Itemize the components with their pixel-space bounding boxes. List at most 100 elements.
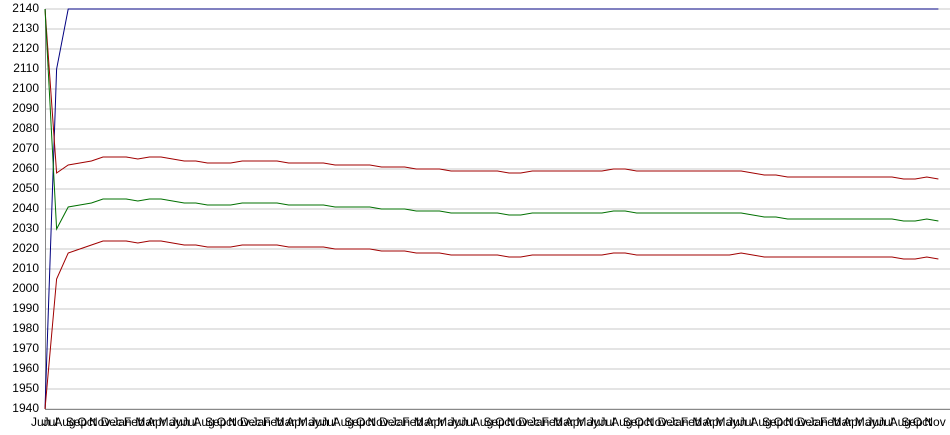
y-tick-label: 2120 <box>12 41 39 55</box>
x-tick-label: Aug <box>333 415 354 429</box>
x-tick-label: Dec <box>379 415 400 429</box>
x-tick-label: Feb <box>681 415 702 429</box>
y-tick-label: 2140 <box>12 1 39 15</box>
x-tick-label: Sep <box>762 415 784 429</box>
x-tick-label: Apr <box>843 415 862 429</box>
y-tick-label: 2040 <box>12 201 39 215</box>
x-tick-label: Aug <box>472 415 493 429</box>
x-tick-label: Nov <box>228 415 249 429</box>
x-tick-label: Jun <box>449 415 468 429</box>
x-tick-label: Nov <box>785 415 806 429</box>
x-tick-label: Sep <box>66 415 88 429</box>
y-tick-label: 2070 <box>12 141 39 155</box>
x-tick-label: Feb <box>124 415 145 429</box>
x-tick-label: Jul <box>600 415 615 429</box>
x-tick-label: Jun <box>588 415 607 429</box>
x-tick-label: Mar <box>832 415 853 429</box>
x-tick-label: Apr <box>147 415 166 429</box>
x-tick-label: Mar <box>414 415 435 429</box>
x-tick-label: Feb <box>402 415 423 429</box>
x-tick-label: Oct <box>774 415 793 429</box>
x-tick-label: Nov <box>646 415 667 429</box>
x-tick-label: May <box>298 415 321 429</box>
x-tick-label: Jan <box>391 415 410 429</box>
x-tick-label: Jan <box>251 415 270 429</box>
y-tick-label: 2030 <box>12 221 39 235</box>
x-tick-label: Apr <box>565 415 584 429</box>
x-tick-label: Aug <box>54 415 75 429</box>
series-line <box>44 8 939 180</box>
x-tick-label: Sep <box>484 415 506 429</box>
x-tick-label: Jan <box>669 415 688 429</box>
y-tick-label: 2110 <box>13 61 39 75</box>
y-tick-label: 2080 <box>12 121 39 135</box>
x-tick-label: Sep <box>901 415 923 429</box>
y-tick-label: 1960 <box>12 361 39 375</box>
x-tick-label: Jul <box>739 415 754 429</box>
x-tick-label: Feb <box>263 415 284 429</box>
x-tick-label: Jan <box>808 415 827 429</box>
x-tick-label: Sep <box>205 415 227 429</box>
x-tick-label: Feb <box>542 415 563 429</box>
y-tick-label: 1940 <box>12 401 39 415</box>
x-tick-label: Dec <box>658 415 679 429</box>
x-tick-label: Aug <box>611 415 632 429</box>
x-tick-label: Jul <box>182 415 197 429</box>
x-tick-label: Oct <box>913 415 932 429</box>
series-line <box>44 8 939 410</box>
x-tick-label: Jul <box>878 415 893 429</box>
x-tick-label: Dec <box>240 415 261 429</box>
x-tick-label: Jul <box>321 415 336 429</box>
x-tick-label: Nov <box>367 415 388 429</box>
y-tick-label: 2010 <box>12 261 39 275</box>
x-tick-label: Oct <box>495 415 514 429</box>
x-tick-label: Nov <box>507 415 528 429</box>
x-tick-label: Dec <box>797 415 818 429</box>
x-tick-label: Oct <box>77 415 96 429</box>
x-tick-label: Jul <box>460 415 475 429</box>
x-tick-label: Apr <box>704 415 723 429</box>
x-tick-label: Aug <box>193 415 214 429</box>
x-tick-label: May <box>437 415 460 429</box>
x-tick-label: Mar <box>135 415 156 429</box>
y-tick-label: 1980 <box>12 321 39 335</box>
y-tick-label: 2020 <box>12 241 39 255</box>
x-tick-label: Aug <box>750 415 771 429</box>
y-tick-label: 2050 <box>12 181 39 195</box>
x-tick-label: Jul <box>43 415 58 429</box>
series-line <box>44 8 939 231</box>
y-tick-label: 1950 <box>12 381 39 395</box>
x-tick-label: Jun <box>31 415 50 429</box>
x-tick-label: Oct <box>634 415 653 429</box>
x-tick-label: May <box>159 415 182 429</box>
x-tick-label: Oct <box>356 415 375 429</box>
y-tick-label: 2000 <box>12 281 39 295</box>
x-tick-label: Mar <box>692 415 713 429</box>
x-tick-label: Jun <box>866 415 885 429</box>
x-tick-label: May <box>716 415 739 429</box>
x-tick-label: Mar <box>553 415 574 429</box>
x-tick-label: Dec <box>518 415 539 429</box>
x-tick-label: Jan <box>530 415 549 429</box>
x-tick-label: Jun <box>309 415 328 429</box>
x-tick-label: May <box>576 415 599 429</box>
x-tick-label: Jun <box>727 415 746 429</box>
y-tick-label: 2090 <box>12 101 39 115</box>
x-tick-label: Jun <box>170 415 189 429</box>
y-tick-label: 2060 <box>12 161 39 175</box>
x-tick-label: May <box>855 415 878 429</box>
y-tick-label: 2100 <box>12 81 39 95</box>
y-tick-label: 1970 <box>12 341 39 355</box>
x-tick-label: Sep <box>623 415 645 429</box>
y-tick-label: 1990 <box>12 301 39 315</box>
x-tick-label: Nov <box>89 415 110 429</box>
x-tick-label: Jan <box>112 415 131 429</box>
x-tick-label: Feb <box>820 415 841 429</box>
y-tick-label: 2130 <box>12 21 39 35</box>
x-tick-label: Aug <box>890 415 911 429</box>
x-tick-label: Dec <box>101 415 122 429</box>
x-tick-label: Nov <box>924 415 945 429</box>
x-tick-label: Sep <box>344 415 366 429</box>
